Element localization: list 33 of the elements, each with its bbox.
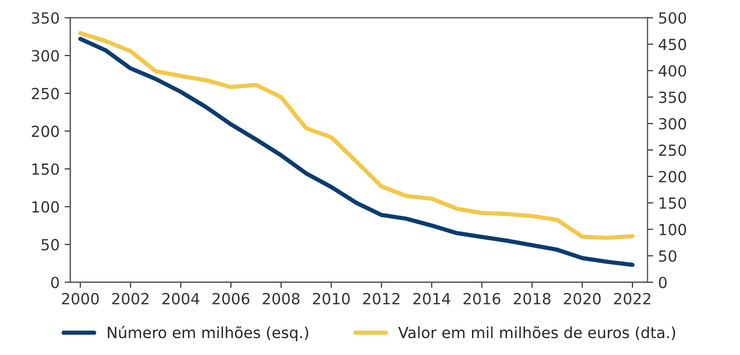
x-tick-label: 2010 xyxy=(312,292,350,304)
y-tick-label: 50 xyxy=(42,238,59,250)
x-tick-label: 2016 xyxy=(464,292,500,304)
y-tick-label: 100 xyxy=(32,201,59,213)
y2-tick-label: 0 xyxy=(658,276,667,288)
y2-tick-label: 200 xyxy=(659,170,686,182)
x-tick-label: 2004 xyxy=(162,292,200,304)
y2-tick-label: 300 xyxy=(659,118,686,130)
y-tick-label: 350 xyxy=(32,12,59,24)
legend-label: Valor em mil milhões de euros (dta.) xyxy=(398,326,676,340)
y2-tick-label: 400 xyxy=(658,65,686,77)
x-tick-label: 2018 xyxy=(514,292,550,304)
y2-tick-label: 350 xyxy=(659,92,686,104)
y2-tick-label: 150 xyxy=(660,197,686,209)
y-tick-label: 250 xyxy=(32,88,59,100)
y-tick-label: 300 xyxy=(32,50,59,62)
x-tick-label: 2012 xyxy=(363,292,400,304)
y-tick-label: 150 xyxy=(32,163,59,175)
x-tick-label: 2002 xyxy=(112,292,148,304)
x-tick-label: 2020 xyxy=(564,292,601,304)
y2-tick-label: 450 xyxy=(658,38,686,50)
y2-tick-label: 250 xyxy=(659,144,686,156)
legend-label: Número em milhões (esq.) xyxy=(108,326,308,342)
x-tick-label: 2008 xyxy=(262,292,300,304)
x-tick-label: 2022 xyxy=(614,292,650,304)
y2-tick-label: 100 xyxy=(660,224,686,236)
y2-tick-label: 500 xyxy=(659,12,686,24)
x-tick-label: 2006 xyxy=(212,292,250,304)
y2-tick-label: 50 xyxy=(659,250,676,262)
y-tick-label: 200 xyxy=(32,126,59,138)
x-tick-label: 2000 xyxy=(62,292,99,304)
y-tick-label: 0 xyxy=(51,276,59,288)
x-tick-label: 2014 xyxy=(413,292,450,304)
